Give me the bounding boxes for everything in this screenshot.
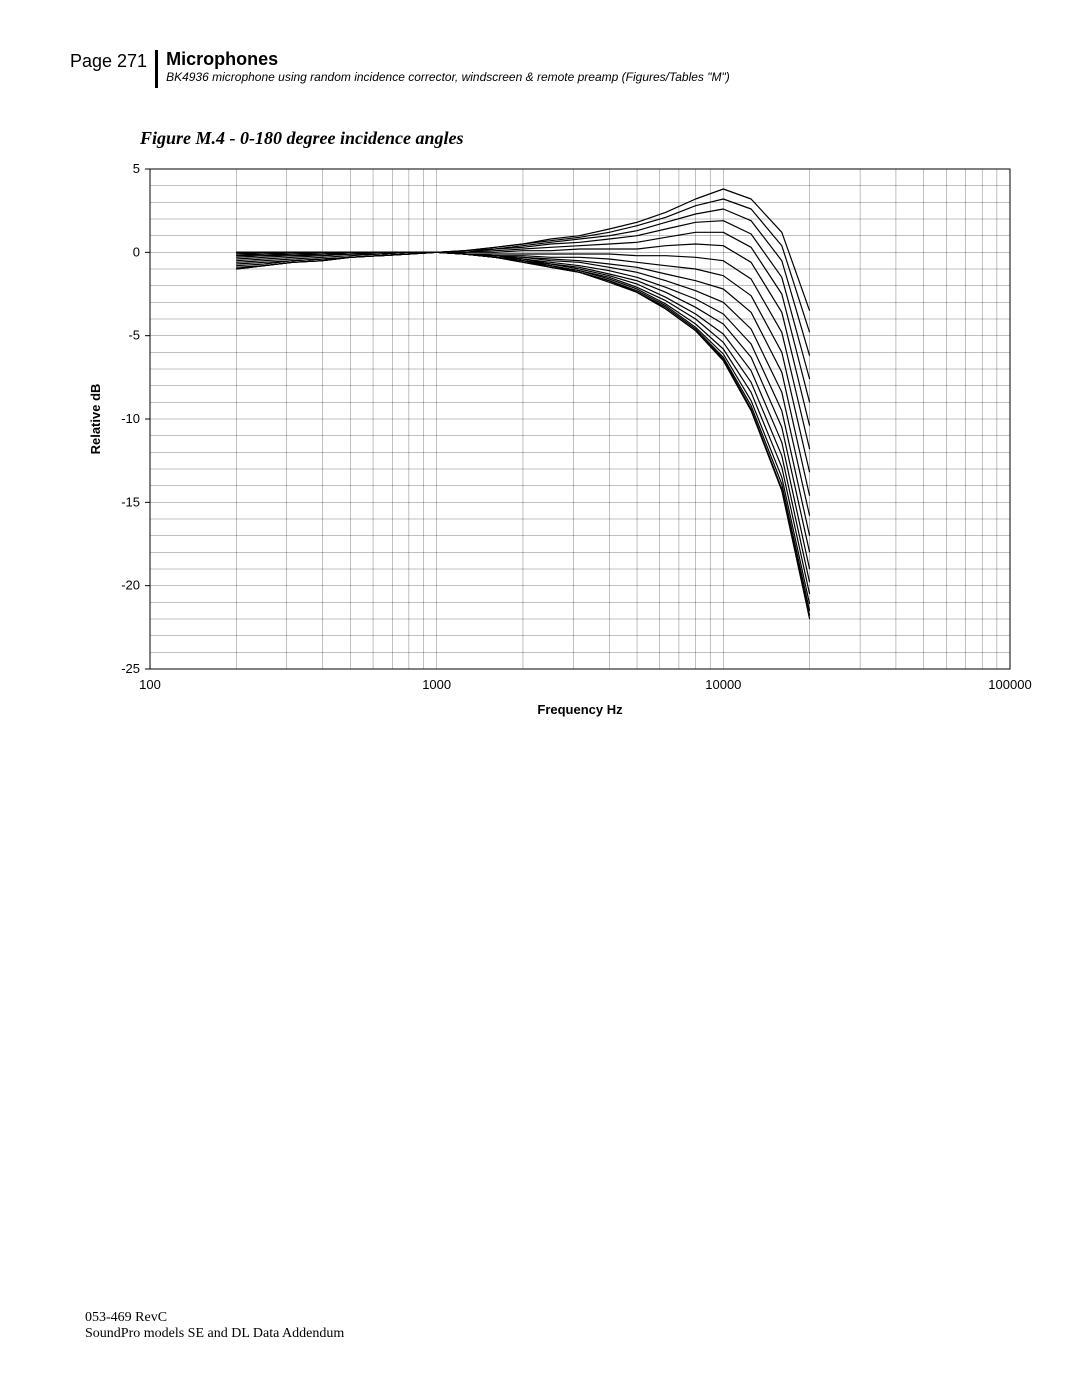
page-number: Page 271 <box>70 50 158 88</box>
frequency-response-chart: -25 -20 -15 -10 -5 0 5 100 1000 10000 100000 Freque… <box>80 159 1040 719</box>
svg-text:-15: -15 <box>121 494 140 509</box>
svg-text:-5: -5 <box>128 328 140 343</box>
svg-text:-10: -10 <box>121 411 140 426</box>
svg-text:-20: -20 <box>121 578 140 593</box>
svg-text:100: 100 <box>139 677 161 692</box>
svg-text:-25: -25 <box>121 661 140 676</box>
svg-text:5: 5 <box>133 161 140 176</box>
svg-text:10000: 10000 <box>705 677 741 692</box>
svg-text:100000: 100000 <box>988 677 1031 692</box>
section-subtitle: BK4936 microphone using random incidence… <box>166 70 730 84</box>
section-title: Microphones <box>166 50 730 68</box>
figure-title: Figure M.4 - 0-180 degree incidence angl… <box>140 128 1010 149</box>
svg-text:Frequency Hz: Frequency Hz <box>537 702 623 717</box>
svg-text:0: 0 <box>133 244 140 259</box>
footer-doc-name: SoundPro models SE and DL Data Addendum <box>85 1326 344 1342</box>
svg-text:1000: 1000 <box>422 677 451 692</box>
svg-text:Relative dB: Relative dB <box>88 384 103 455</box>
footer-doc-revision: 053-469 RevC <box>85 1310 344 1326</box>
